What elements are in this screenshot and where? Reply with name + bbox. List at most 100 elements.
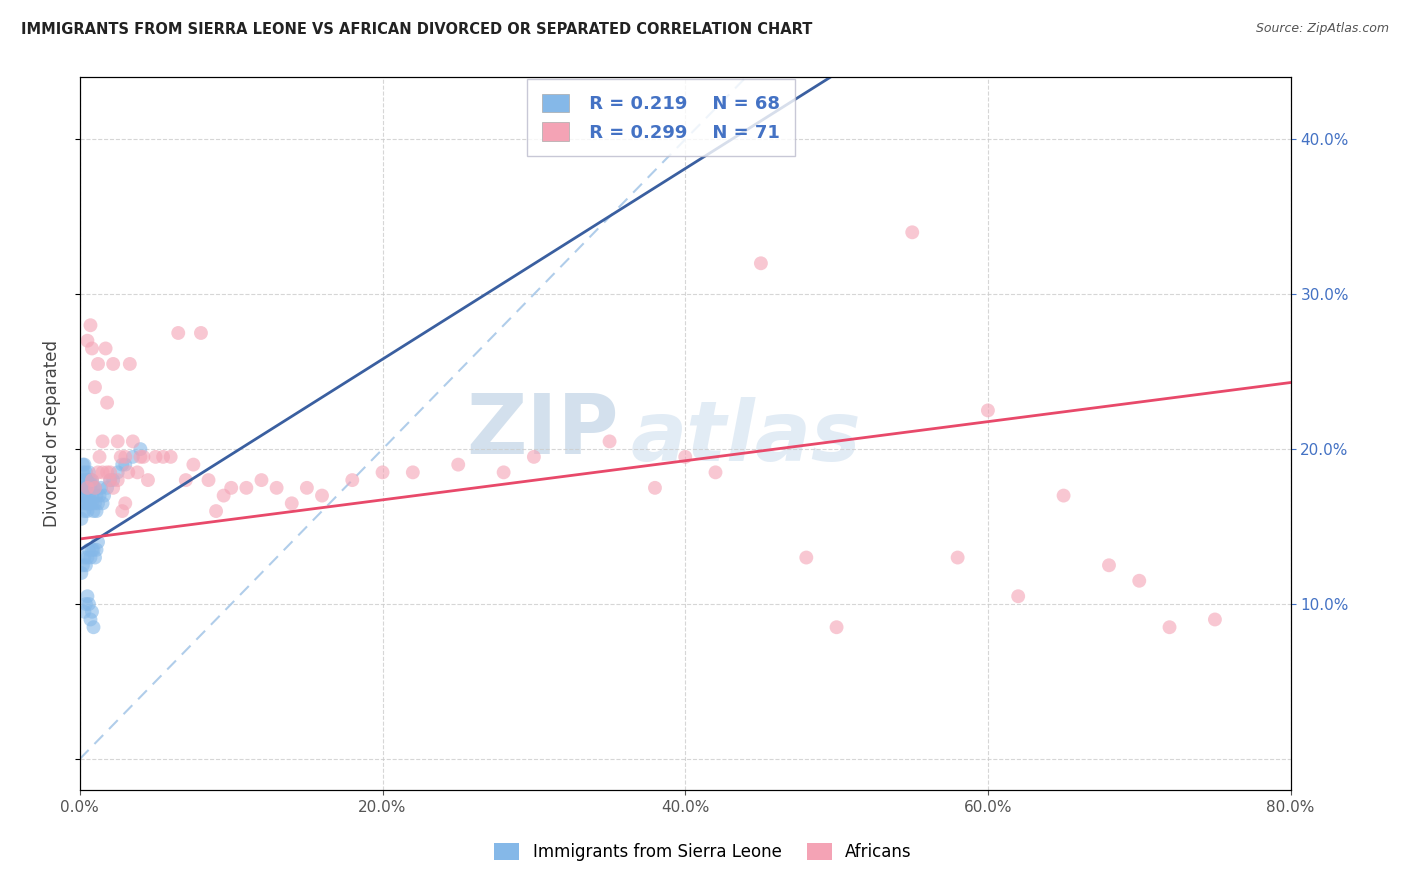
Point: [79, 318, 101, 333]
Point: [117, 466, 139, 480]
Point: [447, 458, 470, 472]
Point: [87, 357, 110, 371]
Point: [107, 434, 129, 449]
Point: [82, 481, 104, 495]
Point: [977, 403, 1000, 417]
Point: [121, 434, 143, 449]
Point: [250, 473, 273, 487]
Point: [77, 466, 100, 480]
Point: [492, 466, 515, 480]
Point: [101, 473, 124, 487]
Point: [295, 481, 318, 495]
Point: [235, 481, 257, 495]
Point: [101, 357, 124, 371]
Point: [174, 473, 197, 487]
Point: [70, 566, 93, 580]
Point: [80, 605, 103, 619]
Point: [72, 466, 94, 480]
Point: [1204, 612, 1226, 626]
Point: [118, 357, 141, 371]
Point: [114, 458, 136, 472]
Point: [402, 466, 425, 480]
Point: [91, 496, 114, 510]
Point: [75, 597, 97, 611]
Point: [72, 458, 94, 472]
Point: [111, 504, 134, 518]
Point: [167, 326, 190, 340]
Point: [76, 550, 98, 565]
Point: [79, 550, 101, 565]
Point: [96, 481, 118, 495]
Point: [205, 504, 228, 518]
Point: [82, 620, 104, 634]
Point: [93, 489, 115, 503]
Point: [84, 481, 107, 495]
Text: atlas: atlas: [631, 397, 862, 478]
Point: [76, 334, 98, 348]
Text: IMMIGRANTS FROM SIERRA LEONE VS AFRICAN DIVORCED OR SEPARATED CORRELATION CHART: IMMIGRANTS FROM SIERRA LEONE VS AFRICAN …: [21, 22, 813, 37]
Point: [145, 450, 167, 464]
Point: [136, 473, 159, 487]
Point: [76, 481, 98, 495]
Point: [80, 473, 103, 487]
Point: [75, 496, 97, 510]
Point: [311, 489, 333, 503]
Point: [82, 504, 104, 518]
Point: [75, 558, 97, 573]
Point: [77, 489, 100, 503]
Point: [98, 473, 121, 487]
Point: [73, 458, 96, 472]
Point: [79, 612, 101, 626]
Point: [76, 496, 98, 510]
Point: [79, 473, 101, 487]
Point: [794, 550, 817, 565]
Point: [72, 558, 94, 573]
Point: [77, 542, 100, 557]
Point: [946, 550, 969, 565]
Point: [79, 481, 101, 495]
Point: [644, 481, 666, 495]
Point: [114, 450, 136, 464]
Point: [90, 481, 112, 495]
Point: [73, 550, 96, 565]
Point: [101, 481, 124, 495]
Point: [84, 550, 107, 565]
Point: [76, 481, 98, 495]
Point: [197, 473, 219, 487]
Point: [82, 542, 104, 557]
Point: [73, 481, 96, 495]
Point: [84, 380, 107, 394]
Point: [749, 256, 772, 270]
Y-axis label: Divorced or Separated: Divorced or Separated: [44, 340, 60, 527]
Point: [127, 466, 149, 480]
Point: [76, 504, 98, 518]
Point: [1128, 574, 1150, 588]
Point: [132, 450, 155, 464]
Point: [901, 225, 924, 239]
Point: [75, 481, 97, 495]
Point: [190, 326, 212, 340]
Point: [129, 450, 152, 464]
Point: [86, 504, 108, 518]
Point: [70, 489, 93, 503]
Point: [342, 473, 364, 487]
Point: [79, 496, 101, 510]
Point: [73, 489, 96, 503]
Point: [84, 496, 107, 510]
Point: [70, 473, 93, 487]
Point: [371, 466, 394, 480]
Point: [107, 466, 129, 480]
Point: [152, 450, 174, 464]
Point: [72, 481, 94, 495]
Text: ZIP: ZIP: [467, 390, 619, 471]
Point: [281, 496, 304, 510]
Point: [80, 542, 103, 557]
Point: [523, 450, 546, 464]
Point: [73, 473, 96, 487]
Point: [212, 489, 235, 503]
Point: [75, 489, 97, 503]
Point: [77, 597, 100, 611]
Point: [76, 473, 98, 487]
Point: [80, 496, 103, 510]
Point: [219, 481, 242, 495]
